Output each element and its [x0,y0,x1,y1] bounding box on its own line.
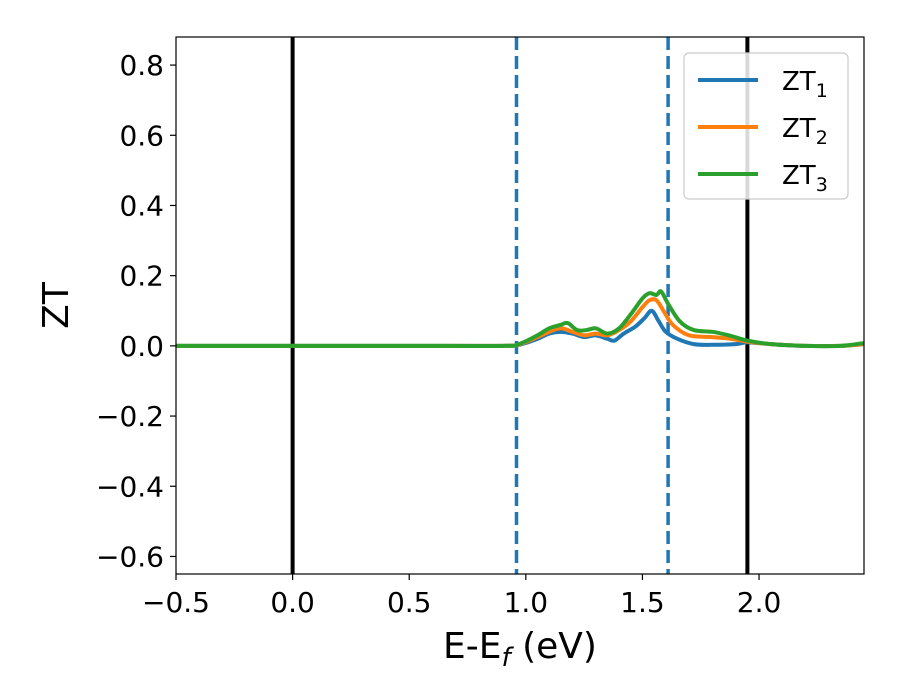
y-tick-label: −0.4 [96,470,164,503]
legend-box [683,52,849,200]
legend: ZT1 ZT2 ZT3 [683,52,849,200]
series-line-3 [176,289,864,349]
x-axis-label: E-Ef (eV) [443,626,597,673]
x-tick-label: −0.5 [142,586,210,619]
series-line-1 [176,308,864,349]
y-tick-label: 0.6 [119,119,164,152]
x-tick-label: 2.0 [737,586,782,619]
y-tick-label: 0.4 [119,189,164,222]
x-tick-label: 1.5 [620,586,665,619]
series-line-2 [176,297,864,349]
y-axis-label: ZT [36,281,77,329]
y-tick-label: −0.2 [96,400,164,433]
legend-label-2: ZT2 [782,114,828,149]
x-tick-label: 0.5 [387,586,432,619]
y-tick-label: 0.8 [119,49,164,82]
x-tick-label: 1.0 [504,586,549,619]
y-tick-label: 0.2 [119,260,164,293]
plot-frame [175,36,865,575]
legend-label-3: ZT3 [782,161,828,196]
x-tick-label: 0.0 [270,586,315,619]
axes: −0.5 0.0 0.5 1.0 1.5 2.0 −0.6 −0.4 −0.2 0.0 0.2 0.4… [96,36,865,619]
y-tick-label: −0.6 [96,540,164,573]
y-tick-label: 0.0 [119,330,164,363]
legend-label-1: ZT1 [782,67,828,102]
